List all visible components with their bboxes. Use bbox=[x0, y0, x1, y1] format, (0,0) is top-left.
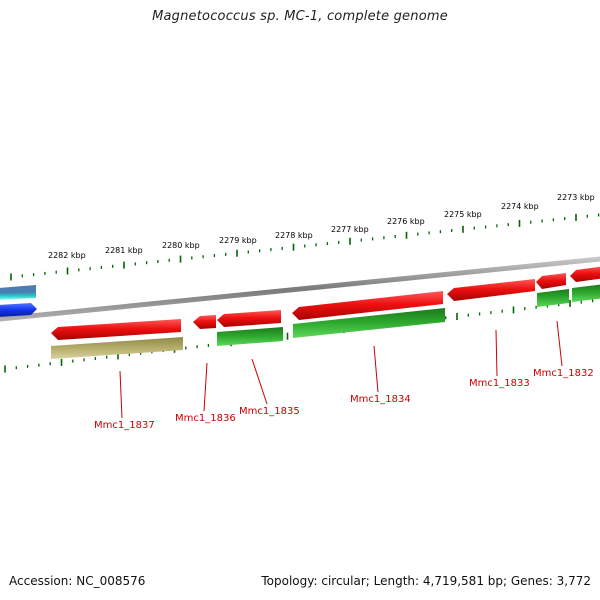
feature-block-mmc1-1832 bbox=[537, 289, 569, 307]
feature-arrow-mmc1-1833 bbox=[447, 279, 535, 301]
gene-labels: Mmc1_1837 Mmc1_1836 Mmc1_1835 Mmc1_1834 … bbox=[94, 368, 594, 431]
leader-mmc1-1833 bbox=[495, 329, 498, 377]
topology-text: Topology: circular; Length: 4,719,581 bp… bbox=[261, 574, 591, 588]
accession-text: Accession: NC_008576 bbox=[9, 574, 146, 588]
left-edge-features bbox=[0, 285, 37, 317]
gene-label-mmc1-1834[interactable]: Mmc1_1834 bbox=[350, 394, 411, 405]
scale-labels: 2282 kbp 2281 kbp 2280 kbp 2279 kbp 2278… bbox=[48, 193, 595, 260]
scale-label-2280: 2280 kbp bbox=[162, 241, 200, 250]
scale-label-2275: 2275 kbp bbox=[444, 210, 482, 219]
leader-mmc1-1836 bbox=[203, 362, 208, 412]
feature-block-mmc1-1834 bbox=[293, 308, 445, 338]
scale-label-2279: 2279 kbp bbox=[219, 236, 257, 245]
genome-backbone bbox=[0, 256, 600, 322]
leader-mmc1-1832 bbox=[556, 320, 563, 367]
feature-block-green-edge bbox=[572, 284, 600, 302]
gene-label-mmc1-1833[interactable]: Mmc1_1833 bbox=[469, 378, 530, 389]
leader-mmc1-1835 bbox=[251, 358, 268, 405]
feature-arrow-red-1 bbox=[51, 319, 181, 340]
scale-label-2278: 2278 kbp bbox=[275, 231, 313, 240]
feature-arrow-mmc1-1836 bbox=[193, 315, 216, 329]
scale-label-2281: 2281 kbp bbox=[105, 246, 143, 255]
reverse-strand-features bbox=[51, 284, 600, 359]
feature-arrow-red-4 bbox=[536, 273, 566, 289]
feature-arrow-red-2 bbox=[217, 310, 281, 327]
partial-feature-cyan-top bbox=[0, 285, 36, 295]
feature-block-mmc1-1835 bbox=[217, 327, 283, 346]
gene-label-mmc1-1832[interactable]: Mmc1_1832 bbox=[533, 368, 594, 379]
partial-feature-cyan bbox=[0, 292, 36, 300]
label-leaders bbox=[119, 320, 563, 419]
scale-label-2276: 2276 kbp bbox=[387, 217, 425, 226]
gene-label-mmc1-1836[interactable]: Mmc1_1836 bbox=[175, 413, 236, 424]
scale-label-2273: 2273 kbp bbox=[557, 193, 595, 202]
feature-arrow-red-3 bbox=[292, 291, 443, 320]
scale-label-2277: 2277 kbp bbox=[331, 225, 369, 234]
scale-label-2282: 2282 kbp bbox=[48, 251, 86, 260]
feature-arrow-red-5 bbox=[570, 266, 600, 282]
feature-block-mmc1-1837 bbox=[51, 337, 183, 359]
leader-mmc1-1837 bbox=[119, 370, 123, 419]
gene-label-mmc1-1837[interactable]: Mmc1_1837 bbox=[94, 420, 155, 431]
partial-feature-blue bbox=[0, 303, 37, 317]
scale-label-2274: 2274 kbp bbox=[501, 202, 539, 211]
page-title: Magnetococcus sp. MC-1, complete genome bbox=[152, 9, 448, 24]
upper-scale-ticks bbox=[10, 213, 600, 281]
gene-label-mmc1-1835[interactable]: Mmc1_1835 bbox=[239, 406, 300, 417]
leader-mmc1-1834 bbox=[373, 345, 379, 393]
forward-strand-features bbox=[51, 266, 600, 340]
